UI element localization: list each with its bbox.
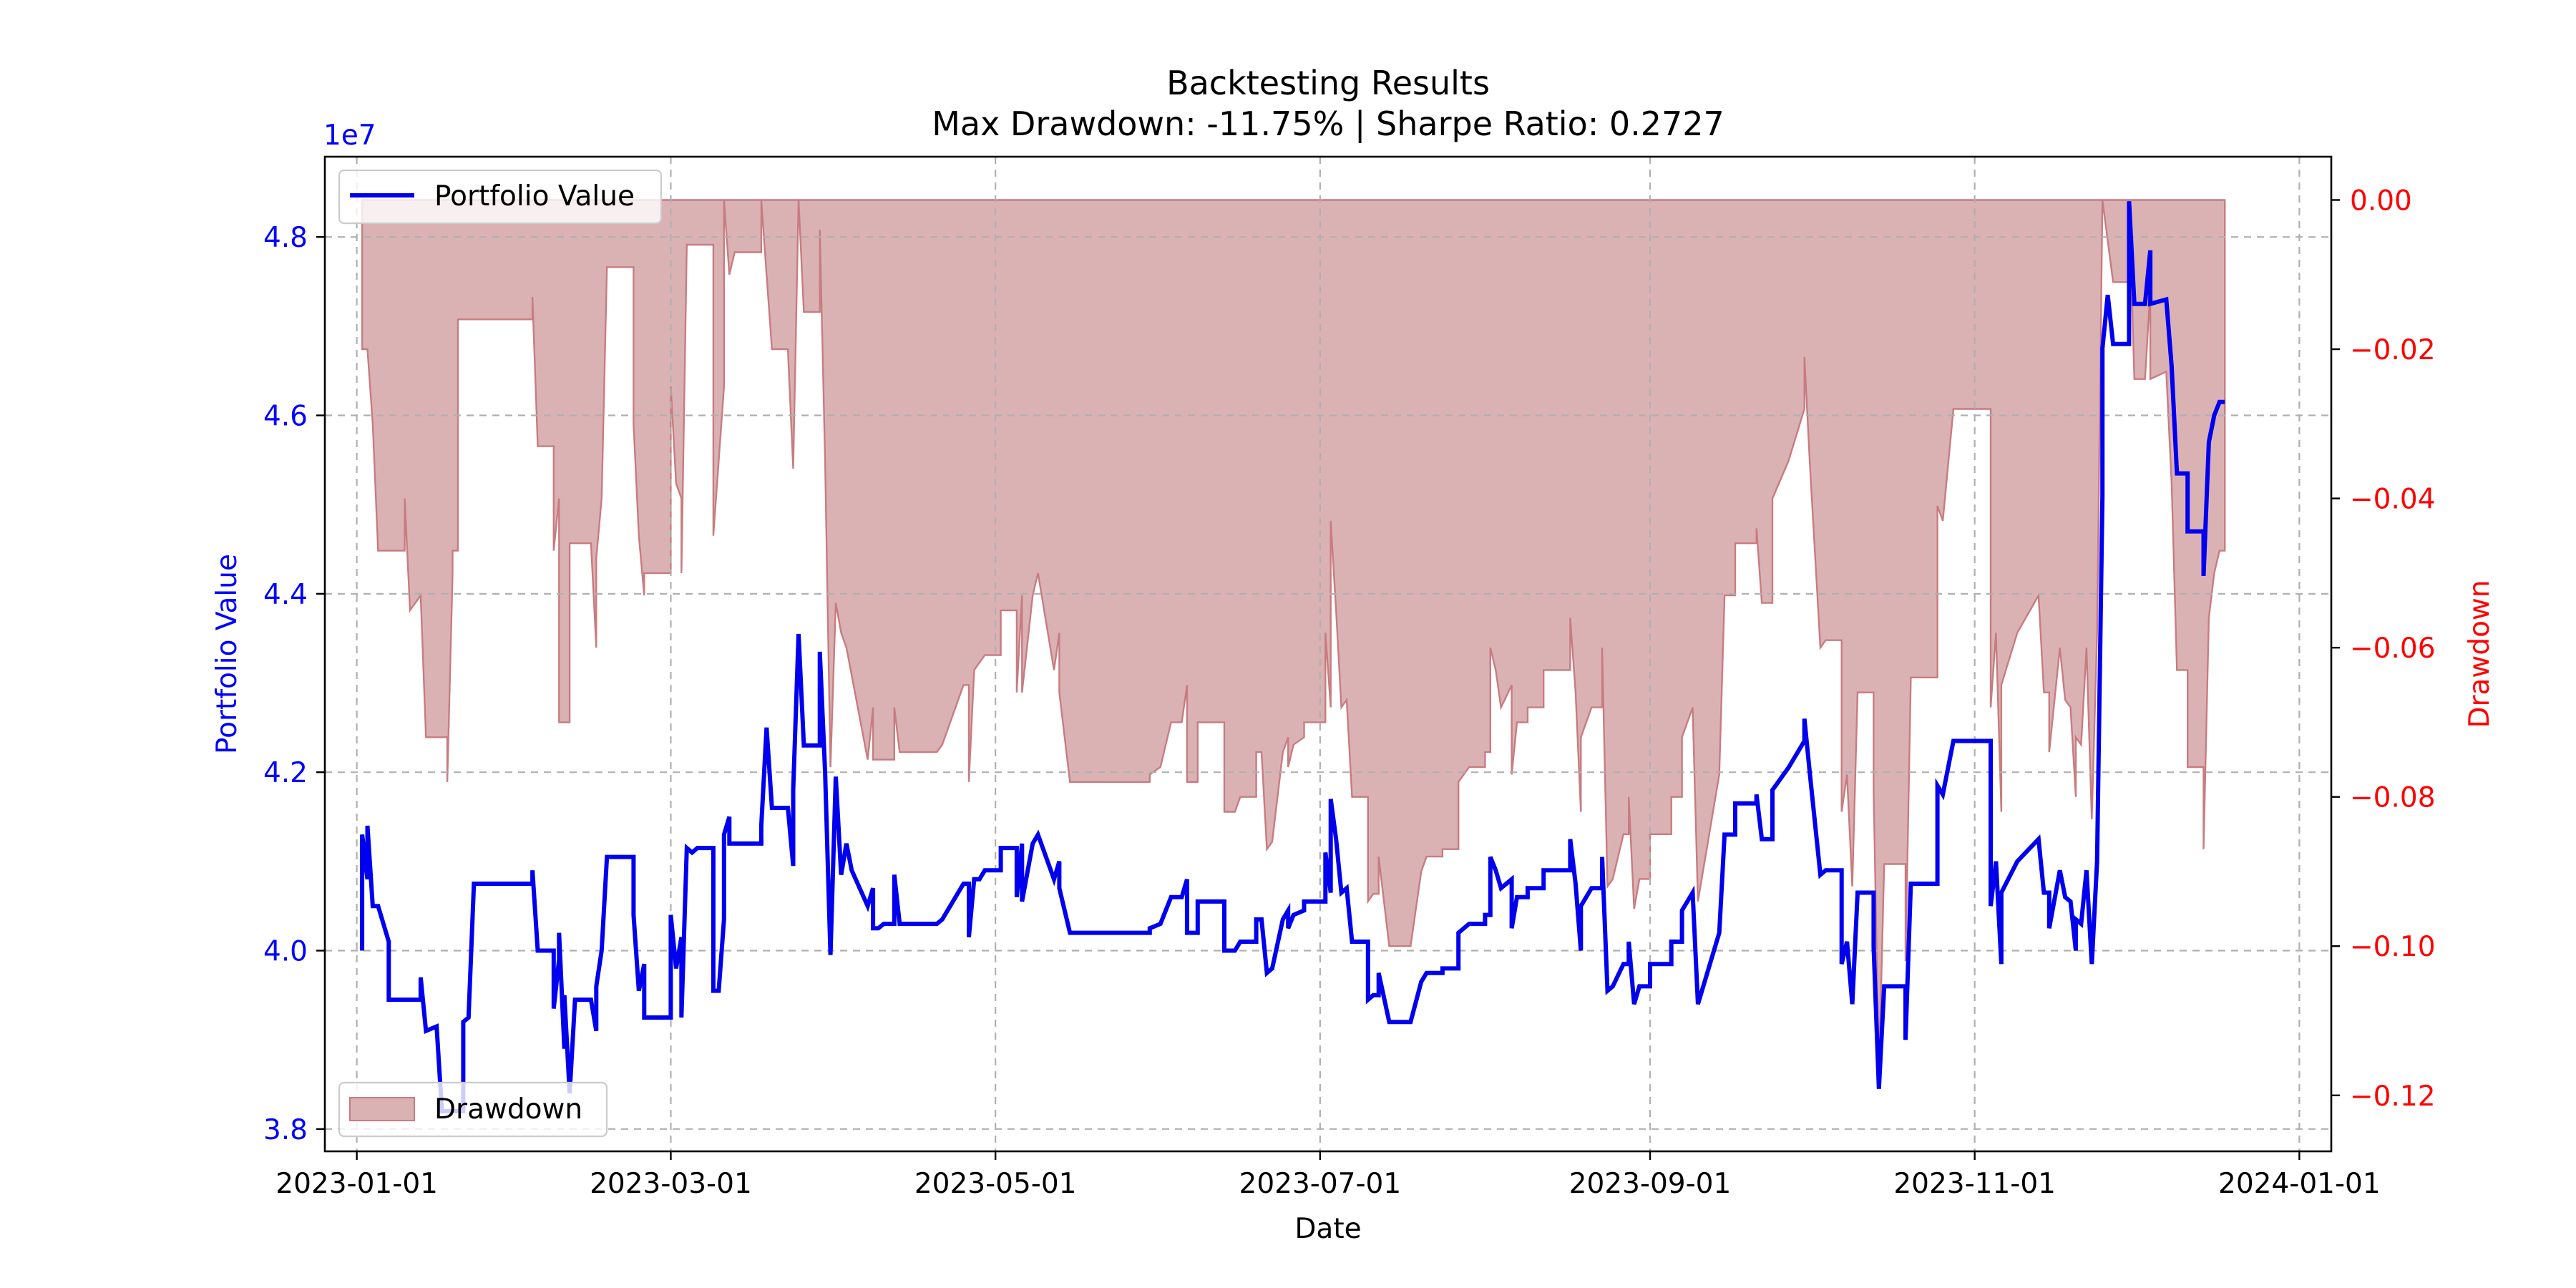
- y2-tick-label-0: 0.00: [2350, 185, 2412, 217]
- y-axis-label: Portfolio Value: [211, 554, 243, 754]
- y-tick-label-3: 4.4: [263, 579, 308, 611]
- x-tick-label-5: 2023-11-01: [1893, 1168, 2056, 1200]
- x-tick-label-4: 2023-09-01: [1569, 1168, 1732, 1200]
- y-axis-right: 0.00 −0.02 −0.04 −0.06 −0.08 −0.10 −0.12: [2331, 185, 2436, 1113]
- x-tick-label-6: 2024-01-01: [2218, 1168, 2381, 1200]
- legend-portfolio: Portfolio Value: [338, 169, 663, 225]
- y2-tick-label-2: −0.04: [2350, 484, 2436, 516]
- y2-tick-label-4: −0.08: [2350, 782, 2436, 814]
- y2-tick-label-5: −0.10: [2350, 931, 2436, 963]
- legend-drawdown: Drawdown: [338, 1081, 608, 1138]
- y-axis-left: 3.8 4.0 4.2 4.4 4.6 4.8: [263, 222, 325, 1146]
- portfolio-value-line: [360, 201, 2225, 1113]
- drawdown-area-layer: [361, 199, 2226, 1077]
- legend-drawdown-label: Drawdown: [434, 1093, 582, 1126]
- y-axis-offset-label: 1e7: [323, 119, 376, 152]
- x-axis-label: Date: [1294, 1213, 1361, 1245]
- y2-axis-label: Drawdown: [2464, 580, 2496, 728]
- legend-portfolio-label: Portfolio Value: [434, 180, 635, 213]
- y-tick-label-5: 4.8: [263, 222, 308, 254]
- y2-tick-label-6: −0.12: [2350, 1080, 2436, 1113]
- y2-tick-label-3: −0.06: [2350, 633, 2436, 665]
- legend-portfolio-box: [338, 169, 663, 225]
- legend-drawdown-box: [338, 1081, 608, 1138]
- y2-tick-label-1: −0.02: [2350, 334, 2436, 366]
- y-tick-label-2: 4.2: [263, 757, 308, 789]
- x-tick-label-0: 2023-01-01: [275, 1168, 438, 1200]
- y-tick-label-0: 3.8: [263, 1114, 308, 1146]
- drawdown-area: [361, 199, 2226, 1077]
- y-tick-label-1: 4.0: [263, 936, 308, 968]
- x-axis: 2023-01-01 2023-03-01 2023-05-01 2023-07-01…: [275, 1151, 2381, 1200]
- x-tick-label-2: 2023-05-01: [914, 1168, 1077, 1200]
- y-tick-label-4: 4.6: [263, 401, 308, 433]
- x-tick-label-1: 2023-03-01: [590, 1168, 752, 1200]
- chart-subtitle: Max Drawdown: -11.75% | Sharpe Ratio: 0.…: [932, 104, 1724, 144]
- chart-title: Backtesting Results: [1166, 64, 1490, 102]
- legend-drawdown-swatch: [349, 1097, 415, 1121]
- plot-frame: [323, 155, 2333, 1153]
- portfolio-line-layer: [360, 201, 2225, 1113]
- x-tick-label-3: 2023-07-01: [1239, 1168, 1402, 1200]
